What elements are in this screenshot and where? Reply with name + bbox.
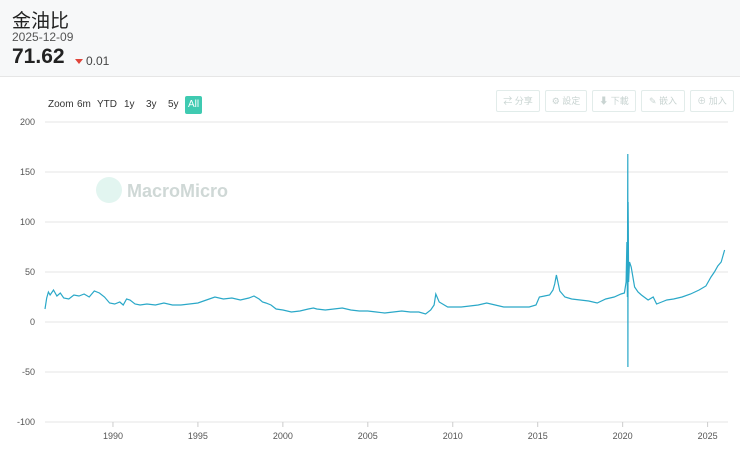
- x-tick-label: 2020: [613, 431, 633, 441]
- down-arrow-icon: [75, 59, 83, 65]
- x-axis-labels: 1990 1995 2000 2005 2010 2015 2020 2025: [103, 422, 718, 441]
- change-value: 0.01: [86, 54, 110, 68]
- x-tick-label: 1995: [188, 431, 208, 441]
- change-indicator: 0.01: [75, 54, 109, 68]
- y-tick-label: 150: [20, 167, 35, 177]
- embed-icon: ✎: [648, 96, 660, 106]
- y-tick-label: 200: [20, 117, 35, 127]
- zoom-6m-button[interactable]: 6m: [77, 99, 91, 110]
- share-icon: ⇄: [503, 96, 515, 106]
- y-tick-label: -50: [22, 367, 35, 377]
- x-tick-label: 2015: [528, 431, 548, 441]
- latest-value: 71.62: [12, 45, 65, 68]
- y-axis-labels: 200 150 100 50 0 -50 -100: [17, 117, 35, 427]
- chart-header: 金油比 2025-12-09 71.62 0.01: [0, 0, 740, 77]
- x-tick-label: 2000: [273, 431, 293, 441]
- x-tick-label: 1990: [103, 431, 123, 441]
- zoom-all-button[interactable]: All: [185, 96, 203, 114]
- gear-icon: ⚙: [551, 96, 563, 106]
- zoom-label: Zoom: [48, 99, 74, 110]
- y-tick-label: 100: [20, 217, 35, 227]
- add-button[interactable]: ⊕ 加入: [690, 90, 734, 112]
- zoom-5y-button[interactable]: 5y: [168, 99, 179, 110]
- zoom-1y-button[interactable]: 1y: [124, 99, 135, 110]
- grid: [45, 121, 728, 423]
- watermark: MacroMicro: [96, 177, 228, 203]
- x-tick-label: 2005: [358, 431, 378, 441]
- series-line: [44, 153, 726, 368]
- watermark-text: MacroMicro: [127, 181, 228, 201]
- download-button[interactable]: ⬇ 下載: [592, 90, 636, 112]
- y-tick-label: 50: [25, 267, 35, 277]
- last-date: 2025-12-09: [12, 30, 74, 44]
- settings-button[interactable]: ⚙ 設定: [545, 90, 587, 112]
- download-icon: ⬇: [599, 96, 611, 106]
- page-title: 金油比: [12, 11, 70, 32]
- x-tick-label: 2025: [698, 431, 718, 441]
- x-tick-label: 2010: [443, 431, 463, 441]
- add-icon: ⊕: [697, 96, 709, 106]
- zoom-ytd-button[interactable]: YTD: [97, 99, 117, 110]
- zoom-3y-button[interactable]: 3y: [146, 99, 157, 110]
- y-tick-label: -100: [17, 417, 35, 427]
- embed-button[interactable]: ✎ 嵌入: [641, 90, 685, 112]
- share-button[interactable]: ⇄ 分享: [496, 90, 540, 112]
- y-tick-label: 0: [30, 317, 35, 327]
- macromicro-logo-icon: [96, 177, 122, 203]
